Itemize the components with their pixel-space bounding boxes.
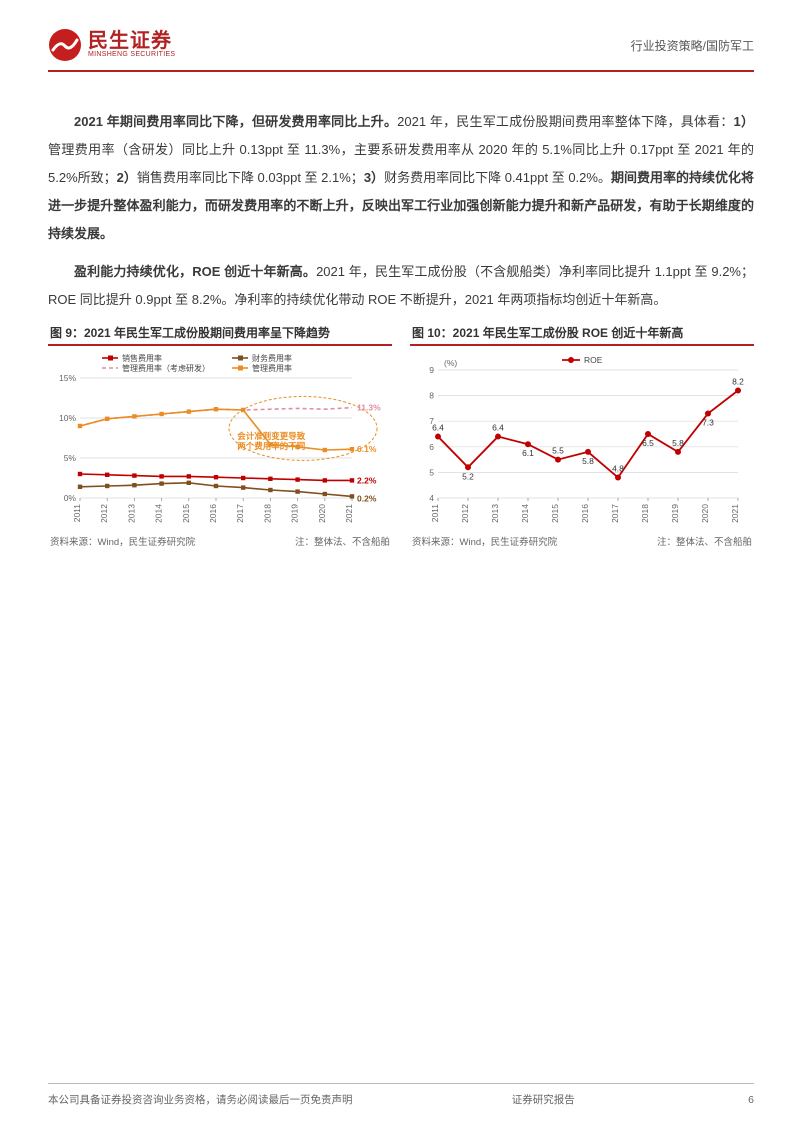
svg-text:2.2%: 2.2% (357, 475, 377, 485)
logo-icon (48, 28, 82, 62)
svg-text:销售费用率: 销售费用率 (122, 353, 162, 363)
footer-disclaimer: 本公司具备证券投资咨询业务资格，请务必阅读最后一页免责声明 (48, 1092, 353, 1107)
svg-text:会计准则变更导致: 会计准则变更导致 (236, 430, 306, 440)
svg-text:财务费用率: 财务费用率 (252, 353, 292, 363)
p2-lead: 盈利能力持续优化，ROE 创近十年新高。 (74, 264, 316, 279)
chart-10: 456789(%)2011201220132014201520162017201… (410, 350, 754, 530)
chart-9-note: 注：整体法、不含船舶 (295, 534, 390, 548)
svg-text:0.2%: 0.2% (357, 493, 377, 503)
svg-text:2020: 2020 (700, 503, 710, 522)
svg-text:7.3: 7.3 (702, 417, 714, 427)
svg-text:2015: 2015 (550, 503, 560, 522)
svg-text:6.1: 6.1 (522, 448, 534, 458)
svg-text:2021: 2021 (344, 503, 354, 522)
svg-text:ROE: ROE (584, 355, 603, 365)
chart-10-source: 资料来源：Wind，民生证券研究院 (412, 534, 557, 548)
svg-text:5%: 5% (64, 453, 77, 463)
svg-text:2020: 2020 (317, 503, 327, 522)
paragraph-2: 盈利能力持续优化，ROE 创近十年新高。2021 年，民生军工成份股（不含舰船类… (48, 258, 754, 314)
svg-text:9: 9 (429, 365, 434, 375)
svg-text:两个费用率的不同: 两个费用率的不同 (237, 440, 305, 450)
brand-name-en: MINSHENG SECURITIES (88, 51, 175, 59)
header-category: 行业投资策略/国防军工 (631, 37, 754, 54)
svg-text:2017: 2017 (610, 503, 620, 522)
svg-text:5.5: 5.5 (552, 445, 564, 455)
svg-text:6.1%: 6.1% (357, 444, 377, 454)
svg-text:0%: 0% (64, 493, 77, 503)
svg-text:2013: 2013 (490, 503, 500, 522)
chart-9-source: 资料来源：Wind，民生证券研究院 (50, 534, 195, 548)
brand-logo: 民生证券 MINSHENG SECURITIES (48, 28, 175, 62)
svg-text:2018: 2018 (640, 503, 650, 522)
svg-text:2014: 2014 (154, 503, 164, 522)
chart-9-title: 图 9：2021 年民生军工成份股期间费用率呈下降趋势 (48, 324, 392, 346)
svg-text:6: 6 (429, 441, 434, 451)
svg-text:5.2: 5.2 (462, 471, 474, 481)
svg-text:15%: 15% (59, 373, 76, 383)
page-header: 民生证券 MINSHENG SECURITIES 行业投资策略/国防军工 (48, 28, 754, 72)
svg-text:2017: 2017 (235, 503, 245, 522)
svg-text:2013: 2013 (126, 503, 136, 522)
footer-page-number: 6 (734, 1094, 754, 1106)
svg-text:6.4: 6.4 (492, 422, 504, 432)
svg-text:8.2: 8.2 (732, 376, 744, 386)
svg-text:2018: 2018 (262, 503, 272, 522)
chart-9: 0% 5% 10% 15% 2011 2012 2013 2014 2015 2016 2017 20… (48, 350, 392, 530)
svg-text:5.8: 5.8 (582, 455, 594, 465)
svg-text:5.8: 5.8 (672, 437, 684, 447)
chart-10-title: 图 10：2021 年民生军工成份股 ROE 创近十年新高 (410, 324, 754, 346)
svg-text:2015: 2015 (181, 503, 191, 522)
body-text: 2021 年期间费用率同比下降，但研发费用率同比上升。2021 年，民生军工成份… (48, 108, 754, 314)
svg-text:8: 8 (429, 390, 434, 400)
svg-text:管理费用率（考虑研发）: 管理费用率（考虑研发） (122, 363, 210, 373)
chart-9-source-row: 资料来源：Wind，民生证券研究院 注：整体法、不含船舶 (48, 534, 392, 548)
svg-text:2016: 2016 (208, 503, 218, 522)
svg-text:5: 5 (429, 467, 434, 477)
paragraph-1: 2021 年期间费用率同比下降，但研发费用率同比上升。2021 年，民生军工成份… (48, 108, 754, 248)
p1-lead: 2021 年期间费用率同比下降，但研发费用率同比上升。 (74, 114, 397, 129)
svg-text:2012: 2012 (460, 503, 470, 522)
svg-text:4: 4 (429, 493, 434, 503)
svg-text:2012: 2012 (99, 503, 109, 522)
svg-text:11.3%: 11.3% (357, 402, 381, 412)
svg-text:2011: 2011 (72, 503, 82, 522)
svg-text:2016: 2016 (580, 503, 590, 522)
charts-row: 图 9：2021 年民生军工成份股期间费用率呈下降趋势 0% 5% 10% 15% 20… (48, 324, 754, 548)
svg-text:2019: 2019 (670, 503, 680, 522)
svg-text:6.5: 6.5 (642, 438, 654, 448)
svg-text:4.8: 4.8 (612, 463, 624, 473)
chart-9-column: 图 9：2021 年民生军工成份股期间费用率呈下降趋势 0% 5% 10% 15% 20… (48, 324, 392, 548)
chart-10-note: 注：整体法、不含船舶 (657, 534, 752, 548)
chart-10-source-row: 资料来源：Wind，民生证券研究院 注：整体法、不含船舶 (410, 534, 754, 548)
footer-report-type: 证券研究报告 (512, 1092, 575, 1107)
brand-name-cn: 民生证券 (88, 31, 175, 51)
svg-text:管理费用率: 管理费用率 (252, 363, 292, 373)
svg-text:10%: 10% (59, 413, 76, 423)
svg-text:(%): (%) (444, 358, 457, 368)
svg-text:2019: 2019 (290, 503, 300, 522)
chart-10-column: 图 10：2021 年民生军工成份股 ROE 创近十年新高 456789(%)2… (410, 324, 754, 548)
svg-text:2021: 2021 (730, 503, 740, 522)
page-footer: 本公司具备证券投资咨询业务资格，请务必阅读最后一页免责声明 证券研究报告 6 (48, 1083, 754, 1107)
svg-text:2011: 2011 (430, 503, 440, 522)
svg-text:2014: 2014 (520, 503, 530, 522)
svg-text:6.4: 6.4 (432, 422, 444, 432)
